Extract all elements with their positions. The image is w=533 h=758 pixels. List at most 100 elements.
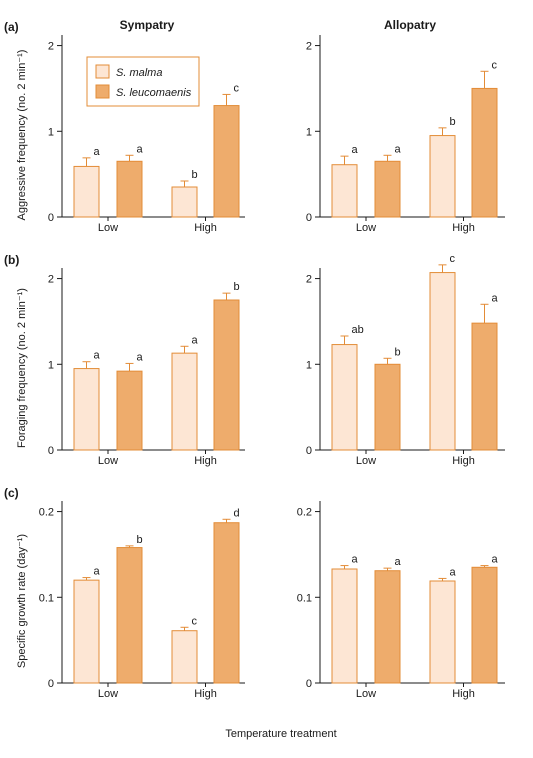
significance-letter-s-malma-low: a — [94, 566, 101, 578]
x-tick-label-high: High — [452, 688, 475, 700]
bar-s-malma-low — [73, 579, 100, 684]
y-tick-label: 0 — [48, 212, 54, 224]
panel-6: 0 0.1 0.2 Low High a a a a — [297, 501, 505, 700]
x-axis-title: Temperature treatment — [225, 728, 336, 740]
y-tick-label: 0 — [306, 212, 312, 224]
panel-4: 0 1 2 Low High ab c b a — [306, 253, 505, 467]
bar-s-leucomaenis-high — [213, 299, 240, 451]
panel-label: (c) — [4, 486, 19, 500]
bar-s-leucomaenis-low — [374, 160, 401, 218]
bar-s-leucomaenis-high — [213, 522, 240, 684]
significance-letter-s-malma-high: a — [450, 566, 457, 578]
y-tick-label: 0.1 — [297, 592, 312, 604]
x-tick-label-high: High — [194, 222, 217, 234]
significance-letter-s-leucomaenis-low: a — [137, 351, 144, 363]
y-tick-label: 0.1 — [39, 592, 54, 604]
significance-letter-s-malma-high: c — [450, 253, 456, 265]
significance-letter-s-malma-low: a — [94, 146, 101, 158]
y-tick-label: 1 — [306, 359, 312, 371]
bar-s-leucomaenis-high — [471, 566, 498, 684]
bar-s-leucomaenis-low — [116, 547, 143, 684]
bar-s-leucomaenis-high — [471, 87, 498, 218]
y-tick-label: 1 — [48, 359, 54, 371]
significance-letter-s-leucomaenis-low: b — [137, 534, 143, 546]
bar-s-leucomaenis-low — [374, 570, 401, 684]
bar-s-leucomaenis-high — [471, 322, 498, 451]
y-tick-label: 2 — [48, 41, 54, 53]
significance-letter-s-malma-low: a — [94, 350, 101, 362]
panel-3: (b) Foraging frequency (no. 2 min⁻¹) 0 1 2 Lo… — [4, 253, 245, 467]
panel-label: (b) — [4, 253, 19, 267]
panel-1: (a) Aggressive frequency (no. 2 min⁻¹) 0 1 2… — [4, 20, 245, 234]
bar-s-malma-low — [73, 368, 100, 451]
significance-letter-s-leucomaenis-low: a — [395, 556, 402, 568]
y-tick-label: 0.2 — [39, 507, 54, 519]
bar-s-malma-low — [331, 344, 358, 451]
bar-s-malma-high — [171, 186, 198, 218]
y-tick-label: 0 — [48, 678, 54, 690]
x-tick-label-low: Low — [356, 688, 376, 700]
column-title-sympatry: Sympatry — [120, 18, 175, 32]
column-title-allopatry: Allopatry — [384, 18, 436, 32]
y-tick-label: 1 — [306, 126, 312, 138]
x-tick-label-low: Low — [356, 222, 376, 234]
bar-s-leucomaenis-low — [116, 160, 143, 218]
y-tick-label: 0.2 — [297, 507, 312, 519]
bar-s-malma-low — [73, 165, 100, 218]
panel-2: 0 1 2 Low High a b a c — [306, 35, 505, 234]
y-tick-label: 2 — [48, 274, 54, 286]
bar-s-malma-high — [171, 352, 198, 451]
significance-letter-s-malma-low: ab — [352, 324, 364, 336]
significance-letter-s-leucomaenis-low: b — [395, 346, 401, 358]
significance-letter-s-leucomaenis-low: a — [395, 143, 402, 155]
y-tick-label: 0 — [48, 445, 54, 457]
y-tick-label: 2 — [306, 41, 312, 53]
y-tick-label: 0 — [306, 445, 312, 457]
significance-letter-s-malma-low: a — [352, 554, 359, 566]
significance-letter-s-malma-high: c — [192, 615, 198, 627]
bar-s-leucomaenis-low — [374, 363, 401, 451]
legend-swatch-s-malma — [95, 64, 110, 79]
significance-letter-s-leucomaenis-high: a — [492, 292, 499, 304]
significance-letter-s-leucomaenis-high: c — [234, 82, 240, 94]
significance-letter-s-leucomaenis-high: a — [492, 554, 499, 566]
y-tick-label: 0 — [306, 678, 312, 690]
legend: S. malma S. leucomaenis — [86, 56, 200, 107]
x-tick-label-low: Low — [98, 688, 118, 700]
x-tick-label-low: Low — [98, 455, 118, 467]
x-tick-label-low: Low — [98, 222, 118, 234]
significance-letter-s-leucomaenis-high: c — [492, 59, 498, 71]
y-axis-label: Aggressive frequency (no. 2 min⁻¹) — [16, 50, 28, 221]
significance-letter-s-malma-high: a — [192, 334, 199, 346]
x-tick-label-high: High — [452, 222, 475, 234]
bar-s-malma-high — [171, 630, 198, 684]
bar-s-malma-high — [429, 135, 456, 218]
significance-letter-s-leucomaenis-high: b — [234, 281, 240, 293]
significance-letter-s-leucomaenis-high: d — [234, 507, 240, 519]
x-tick-label-high: High — [452, 455, 475, 467]
bar-s-leucomaenis-high — [213, 105, 240, 218]
legend-swatch-s-leucomaenis — [95, 84, 110, 99]
significance-letter-s-malma-low: a — [352, 144, 359, 156]
y-tick-label: 2 — [306, 274, 312, 286]
bar-s-malma-high — [429, 580, 456, 684]
significance-letter-s-malma-high: b — [450, 116, 456, 128]
panels: (a) Aggressive frequency (no. 2 min⁻¹) 0 1 2… — [4, 20, 505, 700]
y-tick-label: 1 — [48, 126, 54, 138]
legend-label-s-malma: S. malma — [116, 67, 162, 79]
y-axis-label: Foraging frequency (no. 2 min⁻¹) — [16, 288, 28, 448]
significance-letter-s-leucomaenis-low: a — [137, 143, 144, 155]
bar-s-leucomaenis-low — [116, 370, 143, 451]
panel-5: (c) Specific growth rate (day⁻¹) 0 0.1 0.2 Lo… — [4, 486, 245, 700]
bar-s-malma-low — [331, 568, 358, 684]
panel-label: (a) — [4, 20, 19, 34]
bar-s-malma-low — [331, 164, 358, 218]
x-tick-label-high: High — [194, 688, 217, 700]
x-tick-label-low: Low — [356, 455, 376, 467]
legend-label-s-leucomaenis: S. leucomaenis — [116, 87, 192, 99]
bar-s-malma-high — [429, 272, 456, 451]
x-tick-label-high: High — [194, 455, 217, 467]
significance-letter-s-malma-high: b — [192, 169, 198, 181]
y-axis-label: Specific growth rate (day⁻¹) — [16, 534, 28, 668]
